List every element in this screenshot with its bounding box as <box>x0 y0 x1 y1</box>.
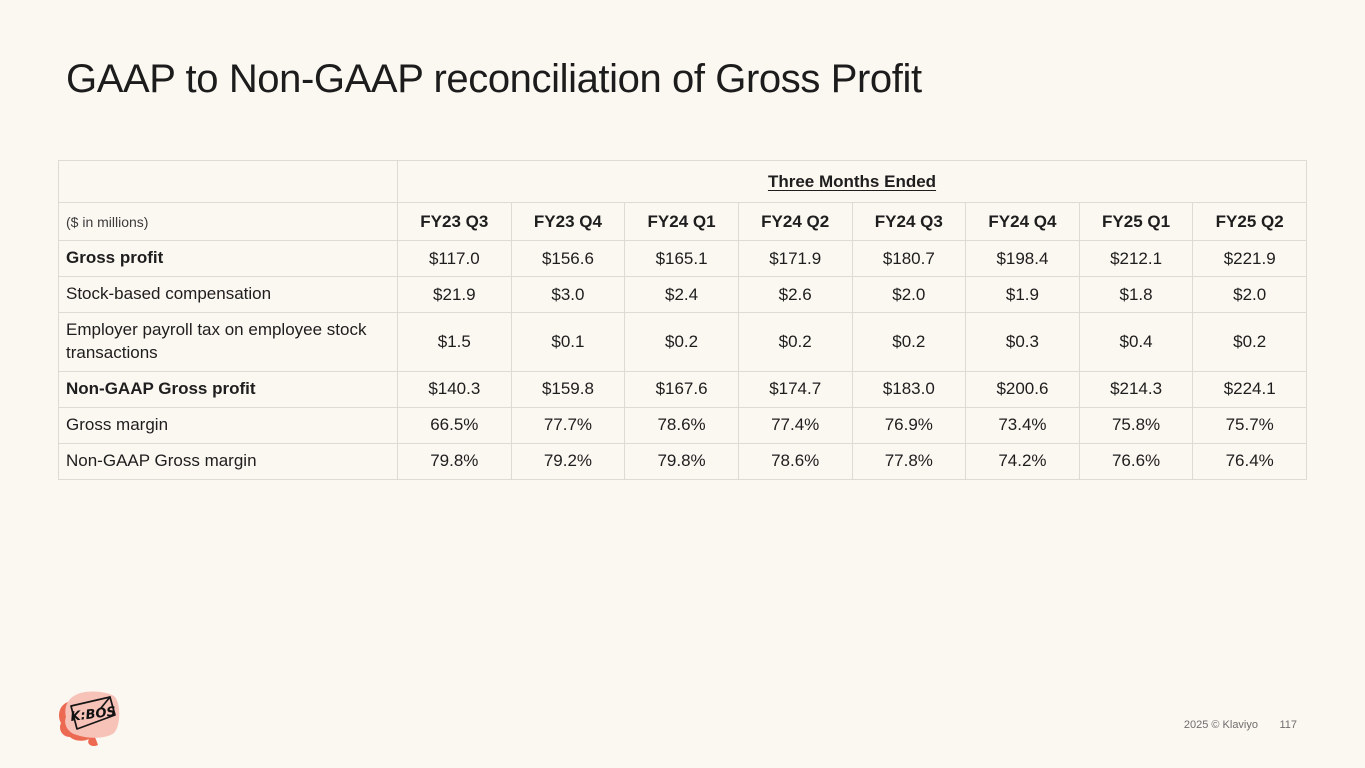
value-cell: 77.8% <box>851 442 967 480</box>
value-cell: $165.1 <box>624 240 739 277</box>
value-cell: $0.4 <box>1078 312 1194 372</box>
value-cell: 77.4% <box>737 406 853 444</box>
value-cell: $198.4 <box>965 240 1080 277</box>
table-row: Non-GAAP Gross profit $140.3 $159.8 $167.6 $… <box>58 370 1307 408</box>
page-title: GAAP to Non-GAAP reconciliation of Gross… <box>66 57 922 101</box>
value-cell: $2.6 <box>737 276 853 313</box>
row-label: Gross margin <box>58 406 398 444</box>
value-cell: $200.6 <box>965 370 1080 408</box>
value-cell: 76.6% <box>1078 442 1194 480</box>
logo-text: K:BOS <box>70 705 117 725</box>
value-cell: $2.0 <box>851 276 967 313</box>
value-cell: $0.2 <box>737 312 853 372</box>
value-cell: $174.7 <box>737 370 853 408</box>
span-header-cell: Three Months Ended <box>397 160 1307 203</box>
value-cell: 76.4% <box>1192 442 1307 480</box>
value-cell: $0.2 <box>624 312 739 372</box>
row-label: Non-GAAP Gross margin <box>58 442 398 480</box>
column-header: FY23 Q4 <box>510 202 626 241</box>
value-cell: $1.9 <box>965 276 1080 313</box>
span-header-row: Three Months Ended <box>58 160 1307 203</box>
value-cell: 78.6% <box>624 406 739 444</box>
value-cell: $117.0 <box>397 240 512 277</box>
value-cell: $3.0 <box>510 276 626 313</box>
value-cell: 74.2% <box>965 442 1080 480</box>
value-cell: 79.8% <box>624 442 739 480</box>
column-header: FY25 Q1 <box>1078 202 1194 241</box>
value-cell: $140.3 <box>397 370 512 408</box>
table-row: Non-GAAP Gross margin 79.8% 79.2% 79.8% 78.6… <box>58 442 1307 480</box>
column-header-row: ($ in millions) FY23 Q3 FY23 Q4 FY24 Q1 FY24… <box>58 202 1307 241</box>
value-cell: $1.8 <box>1078 276 1194 313</box>
value-cell: $0.2 <box>1192 312 1307 372</box>
value-cell: $214.3 <box>1078 370 1194 408</box>
value-cell: $212.1 <box>1078 240 1194 277</box>
value-cell: $0.2 <box>851 312 967 372</box>
logo-frame <box>70 696 116 730</box>
value-cell: $0.1 <box>510 312 626 372</box>
value-cell: 78.6% <box>737 442 853 480</box>
table-row: Employer payroll tax on employee stock t… <box>58 312 1307 372</box>
value-cell: 73.4% <box>965 406 1080 444</box>
value-cell: 75.8% <box>1078 406 1194 444</box>
table-row: Gross margin 66.5% 77.7% 78.6% 77.4% 76.9% 73.… <box>58 406 1307 444</box>
value-cell: 79.2% <box>510 442 626 480</box>
kbos-logo: K:BOS <box>56 688 128 750</box>
value-cell: $171.9 <box>737 240 853 277</box>
column-header: FY24 Q3 <box>851 202 967 241</box>
column-header: FY23 Q3 <box>397 202 512 241</box>
row-label: Employer payroll tax on employee stock t… <box>58 312 398 372</box>
copyright-text: 2025 © Klaviyo <box>1183 719 1258 731</box>
value-cell: $159.8 <box>510 370 626 408</box>
value-cell: $0.3 <box>965 312 1080 372</box>
value-cell: $167.6 <box>624 370 739 408</box>
row-label: Non-GAAP Gross profit <box>58 370 398 408</box>
kbos-logo-graphic: K:BOS <box>59 691 120 747</box>
column-header: FY24 Q1 <box>624 202 739 241</box>
value-cell: $180.7 <box>851 240 967 277</box>
span-header-label: Three Months Ended <box>767 171 937 191</box>
value-cell: $183.0 <box>851 370 967 408</box>
value-cell: $21.9 <box>397 276 512 313</box>
value-cell: 75.7% <box>1192 406 1307 444</box>
row-label: Stock-based compensation <box>58 276 398 313</box>
value-cell: $2.0 <box>1192 276 1307 313</box>
value-cell: $224.1 <box>1192 370 1307 408</box>
value-cell: $1.5 <box>397 312 512 372</box>
table-row: Stock-based compensation $21.9 $3.0 $2.4 $2.… <box>58 276 1307 313</box>
value-cell: $156.6 <box>510 240 626 277</box>
column-header: FY25 Q2 <box>1192 202 1307 241</box>
table-row: Gross profit $117.0 $156.6 $165.1 $171.9 $180… <box>58 240 1307 277</box>
row-label: Gross profit <box>58 240 398 277</box>
value-cell: 76.9% <box>851 406 967 444</box>
column-header: FY24 Q4 <box>965 202 1080 241</box>
value-cell: 77.7% <box>510 406 626 444</box>
page-number: 117 <box>1279 719 1297 731</box>
unit-label: ($ in millions) <box>58 202 398 241</box>
value-cell: 79.8% <box>397 442 512 480</box>
value-cell: $221.9 <box>1192 240 1307 277</box>
logo-frame-fold <box>100 696 111 709</box>
value-cell: $2.4 <box>624 276 739 313</box>
value-cell: 66.5% <box>397 406 512 444</box>
corner-cell <box>58 160 398 203</box>
column-header: FY24 Q2 <box>737 202 853 241</box>
reconciliation-table: Three Months Ended ($ in millions) FY23 Q3… <box>58 160 1307 480</box>
